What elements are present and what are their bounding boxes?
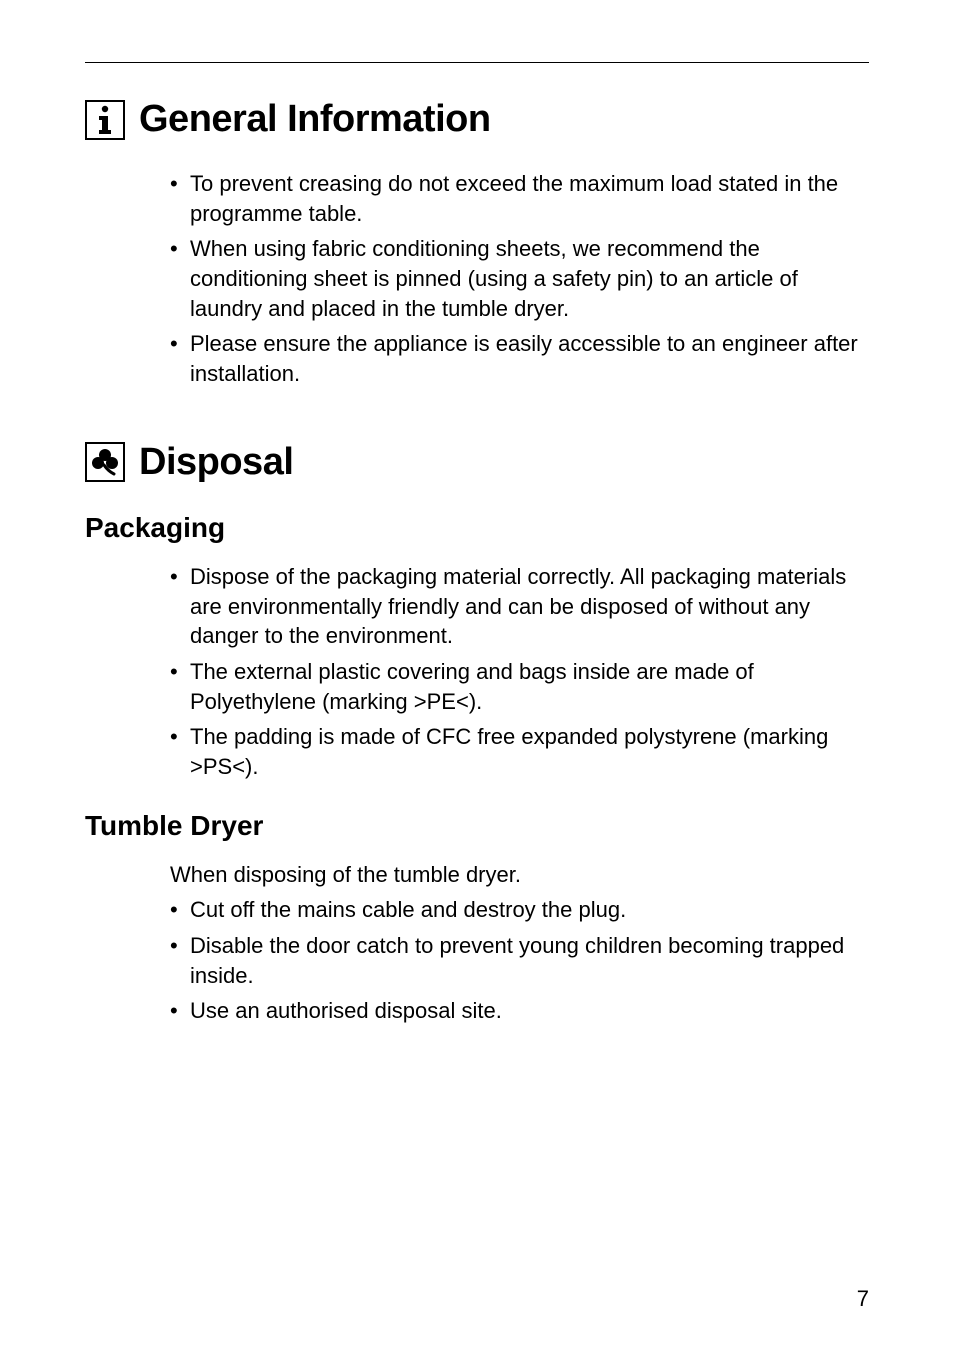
list-item: Disable the door catch to prevent young …: [170, 931, 869, 990]
section-title: General Information: [139, 98, 491, 141]
list-item: Dispose of the packaging material correc…: [170, 562, 869, 651]
subsection-tumble-dryer: Tumble Dryer When disposing of the tumbl…: [85, 810, 869, 1026]
info-icon: [85, 100, 125, 140]
document-page: General Information To prevent creasing …: [0, 0, 954, 1352]
subsection-packaging: Packaging Dispose of the packaging mater…: [85, 512, 869, 782]
list-item: Cut off the mains cable and destroy the …: [170, 895, 869, 925]
section-header: General Information: [85, 98, 869, 141]
list-item: When using fabric conditioning sheets, w…: [170, 234, 869, 323]
subsection-title: Packaging: [85, 512, 869, 544]
list-item: Please ensure the appliance is easily ac…: [170, 329, 869, 388]
list-item: Use an authorised disposal site.: [170, 996, 869, 1026]
clover-icon: [85, 442, 125, 482]
section-title: Disposal: [139, 441, 293, 484]
bullet-list: To prevent creasing do not exceed the ma…: [170, 169, 869, 389]
section-general-information: General Information To prevent creasing …: [85, 98, 869, 389]
intro-text: When disposing of the tumble dryer.: [170, 860, 869, 890]
bullet-list: Cut off the mains cable and destroy the …: [170, 895, 869, 1026]
section-header: Disposal: [85, 441, 869, 484]
section-disposal: Disposal Packaging Dispose of the packag…: [85, 441, 869, 1026]
top-rule: [85, 62, 869, 63]
list-item: The padding is made of CFC free expanded…: [170, 722, 869, 781]
list-item: The external plastic covering and bags i…: [170, 657, 869, 716]
subsection-title: Tumble Dryer: [85, 810, 869, 842]
bullet-list: Dispose of the packaging material correc…: [170, 562, 869, 782]
list-item: To prevent creasing do not exceed the ma…: [170, 169, 869, 228]
page-number: 7: [857, 1286, 869, 1312]
